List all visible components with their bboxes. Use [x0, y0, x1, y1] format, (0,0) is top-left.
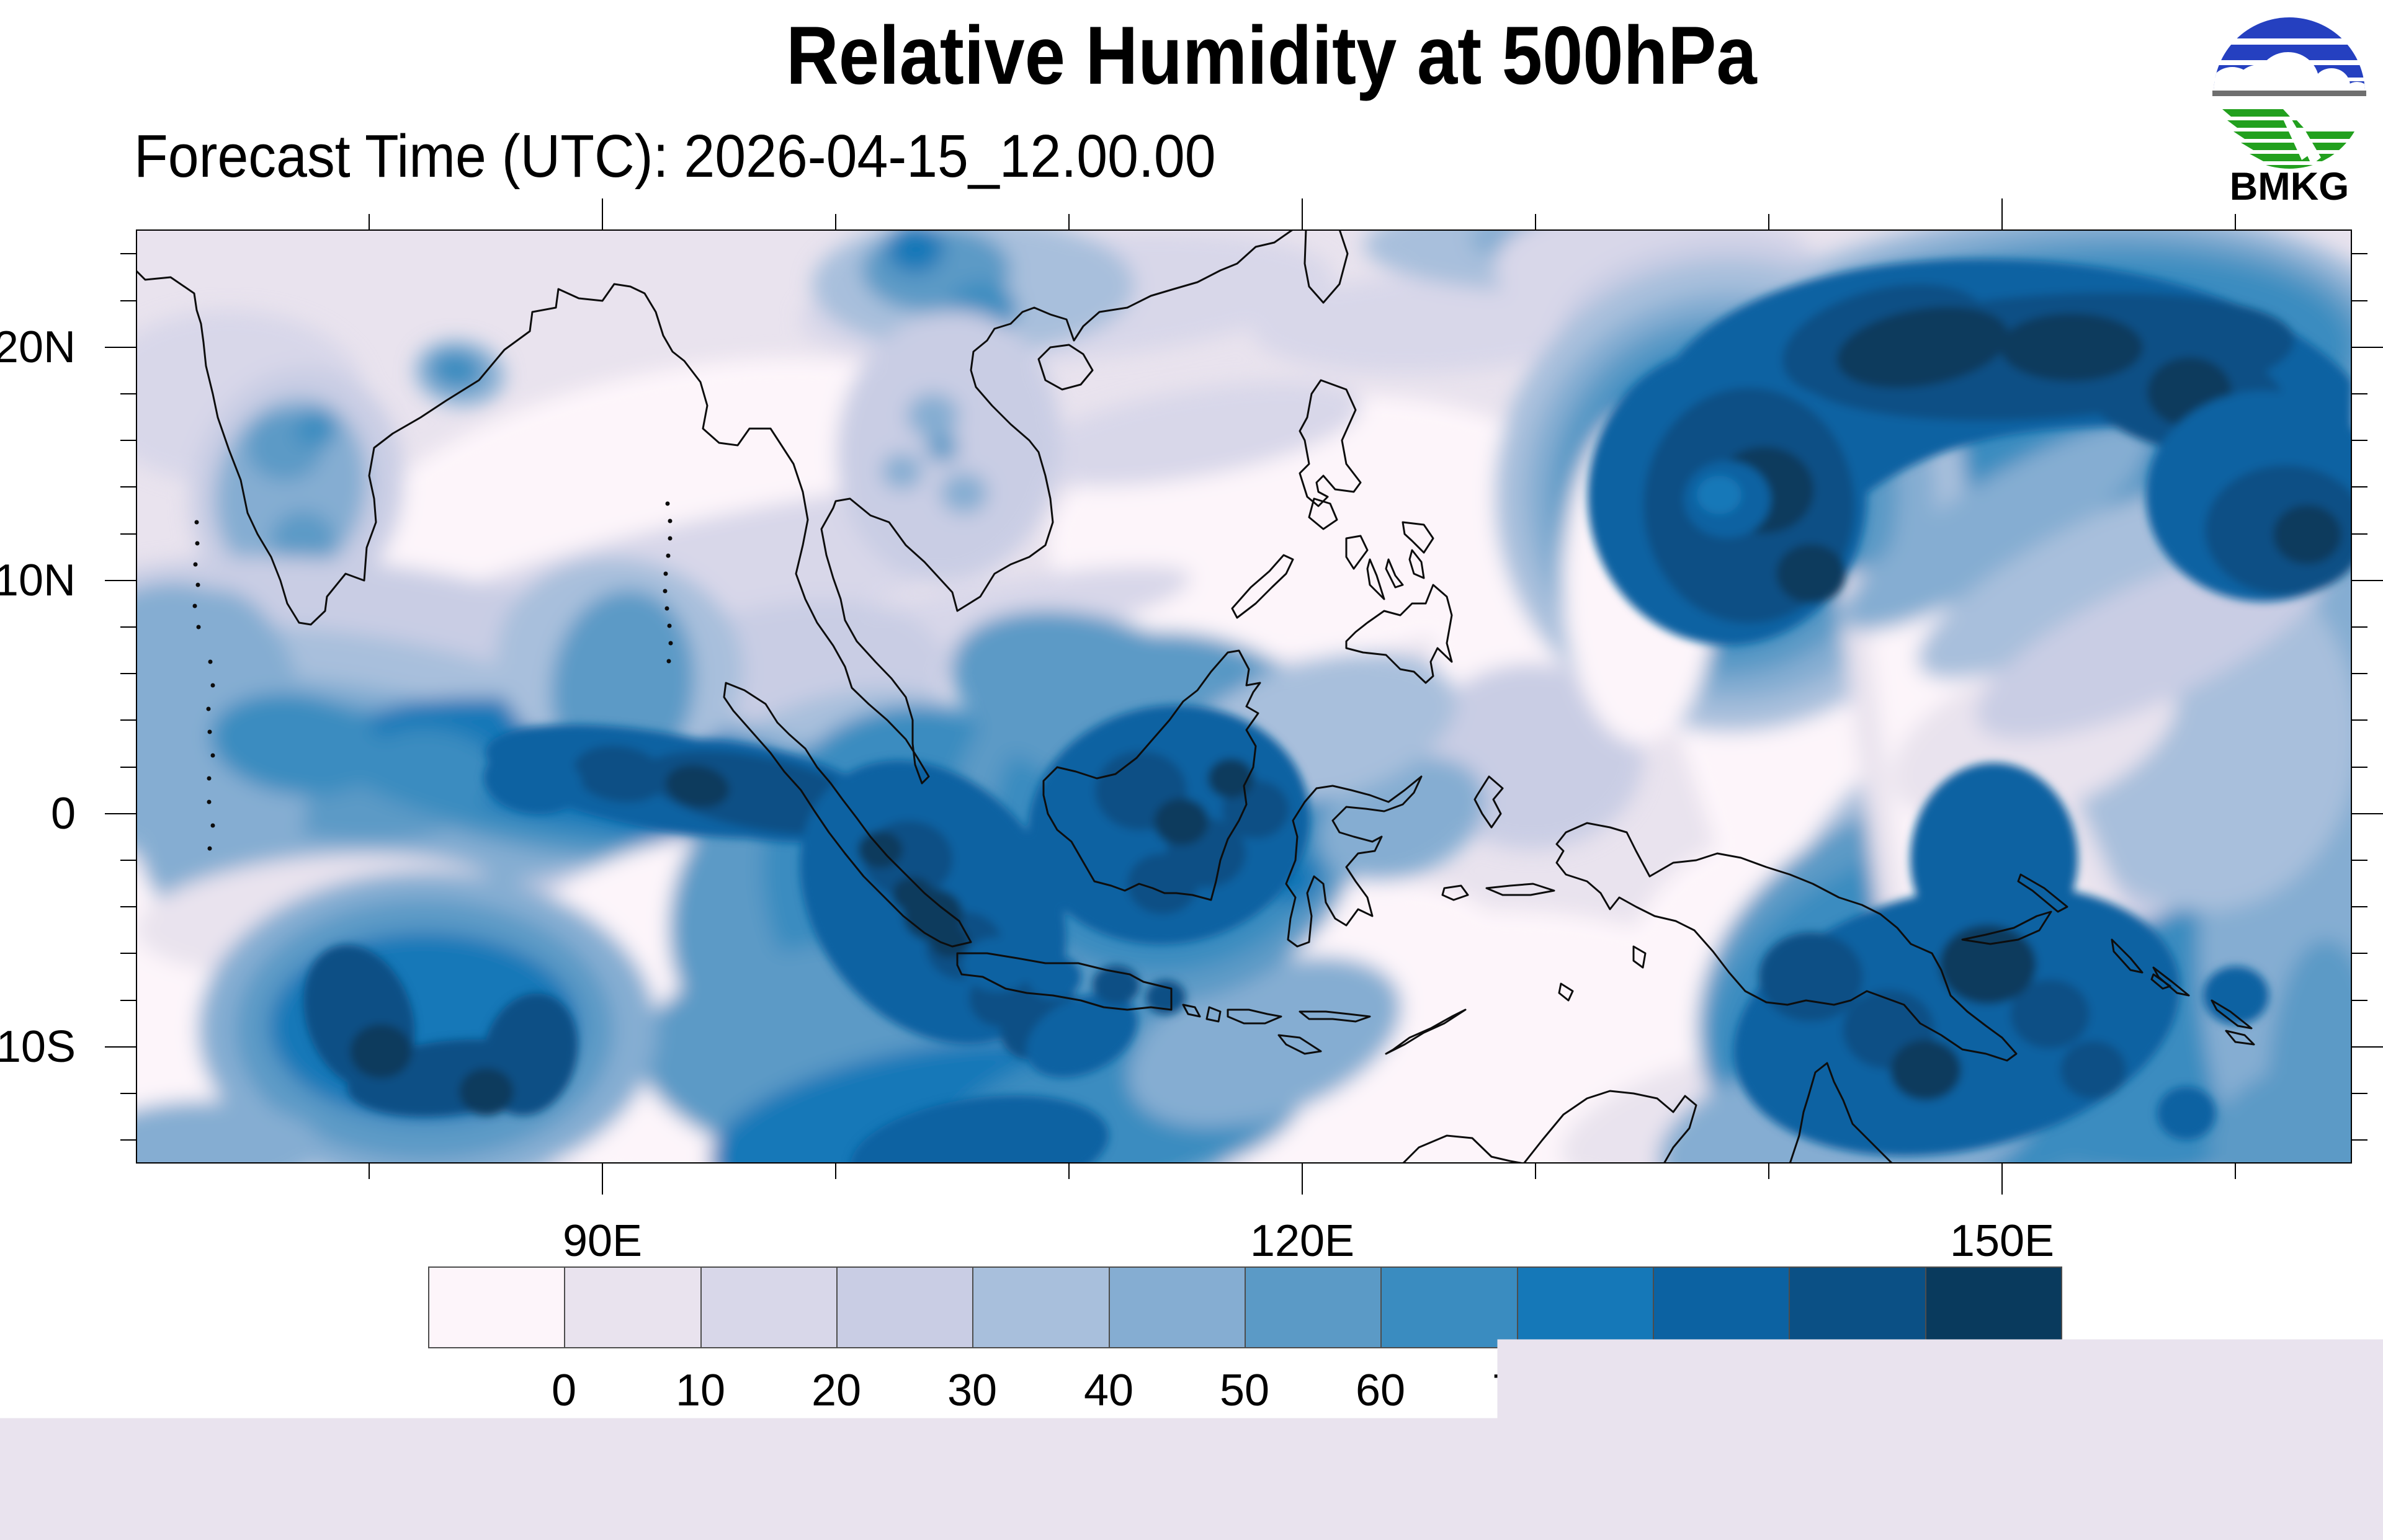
svg-text:BMKG: BMKG [2230, 165, 2349, 207]
